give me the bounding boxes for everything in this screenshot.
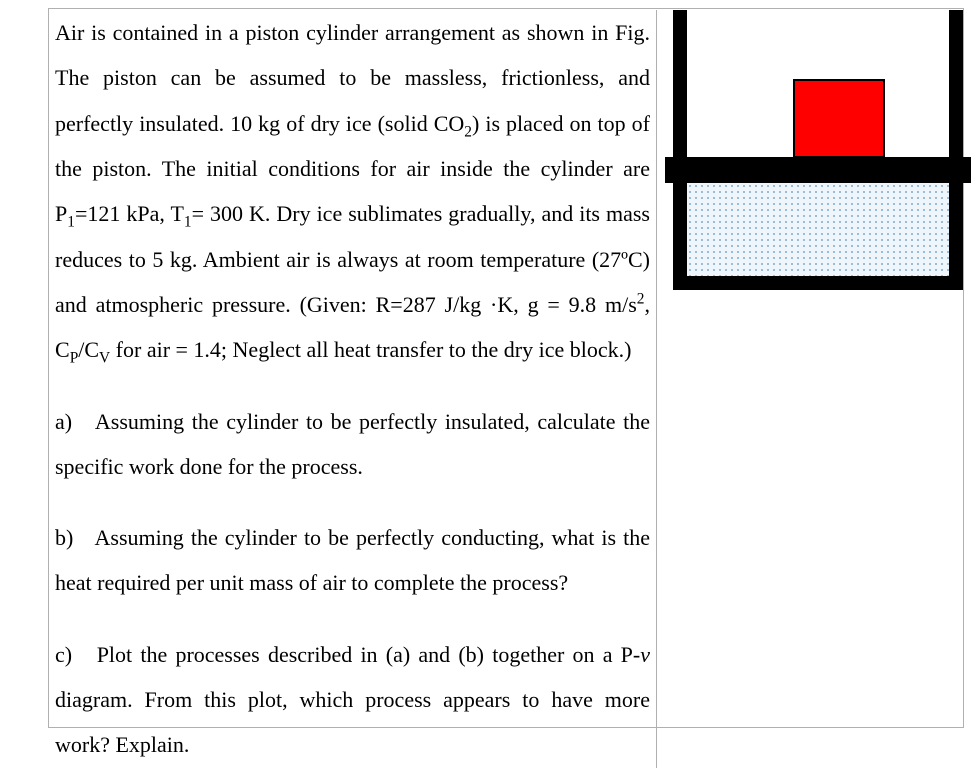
- piston-cylinder-figure: [673, 10, 963, 290]
- part-b: b) Assuming the cylinder to be perfectly…: [55, 515, 650, 606]
- dry-ice-block: [793, 79, 885, 158]
- cylinder-wall-left: [673, 10, 687, 290]
- text-inner-box: Air is contained in a piston cylinder ar…: [55, 10, 657, 768]
- air-region: [687, 183, 949, 277]
- part-c: c) Plot the processes described in (a) a…: [55, 632, 650, 768]
- cylinder-wall-bottom: [673, 276, 963, 290]
- part-a: a) Assuming the cylinder to be perfectly…: [55, 399, 650, 490]
- cylinder-wall-right: [949, 10, 963, 290]
- problem-text-column: Air is contained in a piston cylinder ar…: [55, 8, 657, 728]
- piston: [665, 157, 971, 183]
- intro-paragraph: Air is contained in a piston cylinder ar…: [55, 10, 650, 373]
